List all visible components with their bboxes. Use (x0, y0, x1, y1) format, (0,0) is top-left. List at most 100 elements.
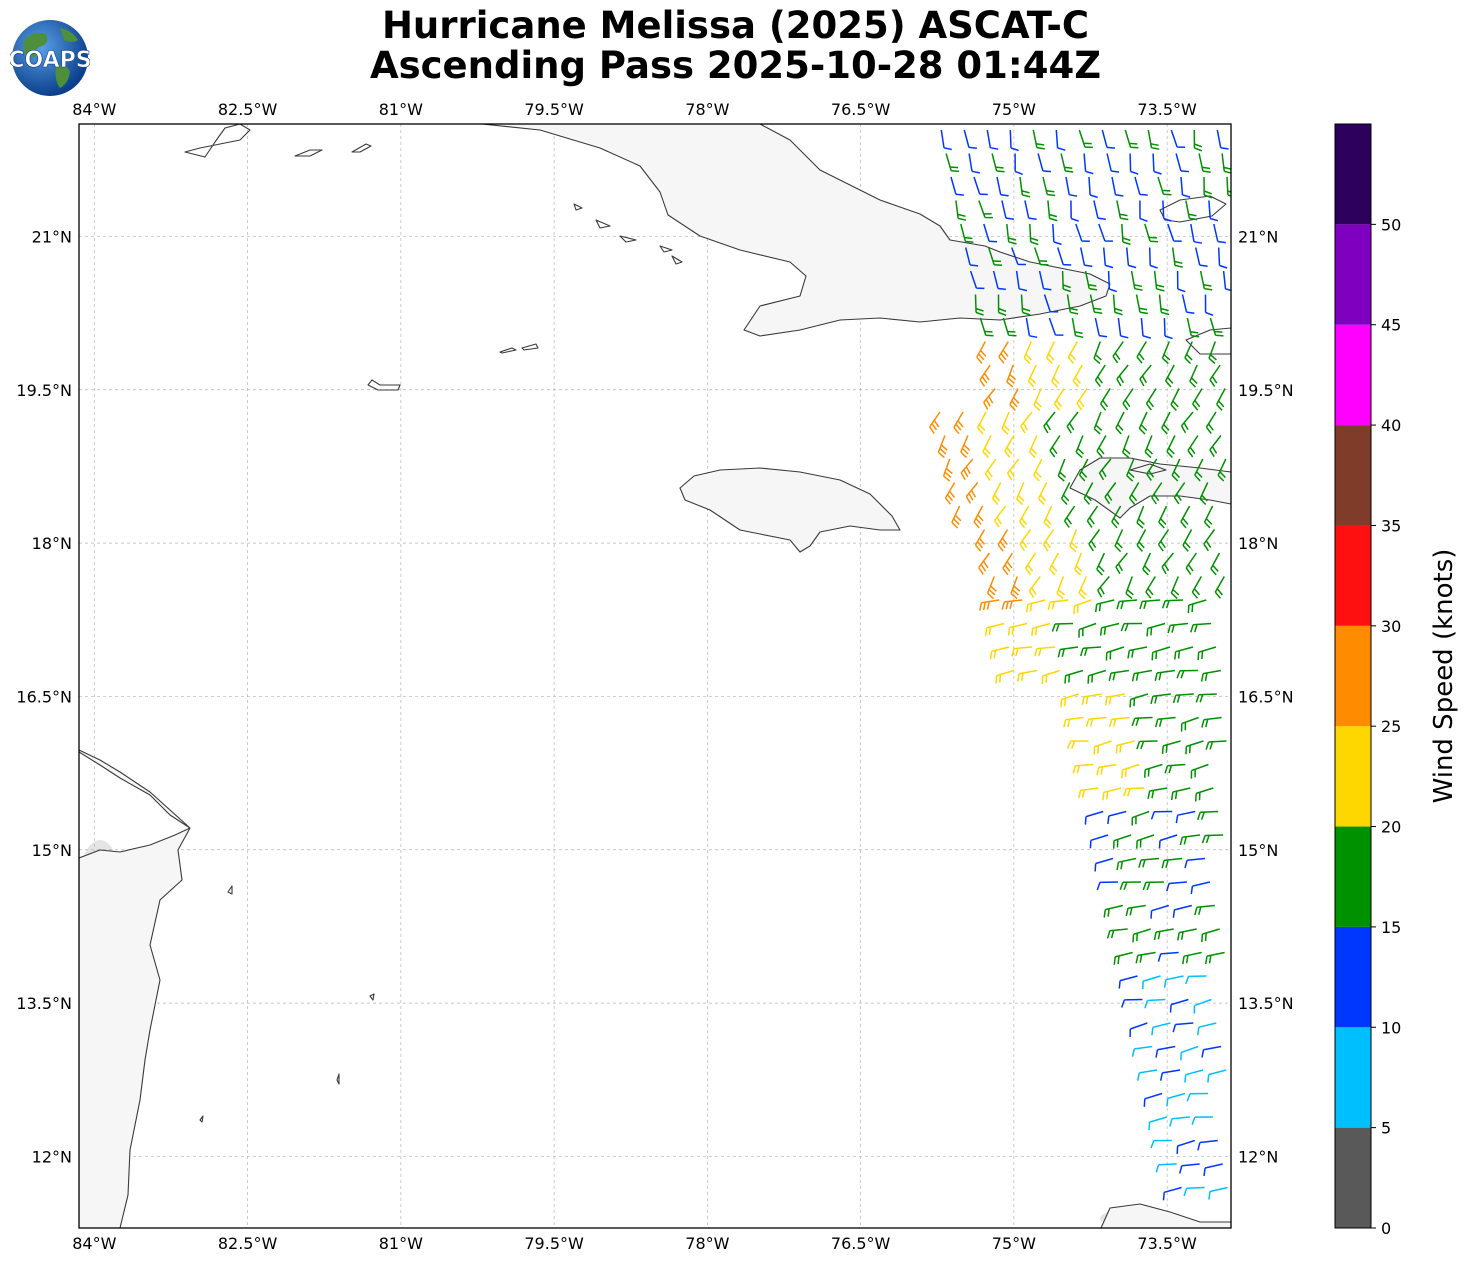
wind-barb (1060, 153, 1074, 173)
wind-barb (1098, 223, 1113, 242)
wind-barb (1150, 1139, 1172, 1149)
wind-barb (1094, 317, 1108, 338)
wind-barb (1176, 1139, 1196, 1154)
wind-barb (1116, 857, 1137, 871)
wind-barb (1004, 435, 1015, 458)
wind-barb (989, 646, 1010, 660)
wind-barb (1096, 881, 1118, 891)
wind-barb (1102, 787, 1122, 801)
lat-ticks-right: 21°N 19.5°N 18°N 16.5°N 15°N 13.5°N 12°N (1238, 227, 1294, 1166)
wind-barb (1205, 411, 1217, 435)
wind-barb (1129, 1022, 1148, 1038)
wind-barb (1216, 129, 1229, 150)
lat-tick-label-right: 12°N (1238, 1147, 1278, 1166)
wind-barb (1172, 1022, 1194, 1033)
wind-barb (1007, 622, 1028, 636)
wind-barb (1150, 904, 1170, 919)
wind-barb (965, 482, 979, 504)
lat-tick-label-left: 18°N (32, 534, 72, 553)
wind-barb (1158, 294, 1170, 316)
wind-barb (1064, 669, 1084, 684)
wind-barb (979, 364, 991, 387)
wind-barb (1151, 482, 1163, 505)
lat-tick-label-right: 18°N (1238, 534, 1278, 553)
wind-barb (1208, 1186, 1228, 1200)
wind-barb (1075, 435, 1085, 459)
wind-barb (1203, 529, 1216, 552)
wind-barb (1179, 834, 1201, 846)
colorbar-bin (1335, 826, 1371, 927)
wind-barb (1075, 223, 1090, 242)
wind-barb (1199, 482, 1209, 506)
wind-barb (1194, 787, 1214, 802)
lon-tick-label-top: 78°W (685, 100, 729, 119)
venezuela-coast (1100, 1203, 1231, 1228)
wind-barb (1154, 716, 1176, 728)
wind-barb (1145, 388, 1157, 411)
wind-barb (1094, 599, 1115, 613)
wind-barb (1194, 247, 1208, 267)
wind-barb (1042, 176, 1056, 197)
lon-tick-label-top: 84°W (72, 100, 116, 119)
wind-barb (974, 529, 986, 552)
wind-barb (929, 411, 941, 434)
wind-barb (1154, 669, 1176, 681)
colorbar-tick-label: 5 (1381, 1119, 1391, 1138)
wind-barb (1093, 411, 1103, 435)
wind-barb (1164, 763, 1186, 774)
wind-barb (1170, 787, 1191, 801)
colorbar-tick-label: 50 (1381, 215, 1401, 234)
wind-barb (1161, 341, 1171, 365)
wind-barb (1163, 317, 1173, 340)
colorbar-tick-label: 0 (1381, 1219, 1391, 1238)
wind-barb (1096, 435, 1107, 458)
wind-barb (1085, 716, 1107, 728)
wind-barb (1200, 669, 1222, 682)
wind-barb (1193, 129, 1203, 152)
wind-barb (1093, 341, 1102, 365)
coaps-logo: COAPS (10, 20, 90, 96)
wind-barb (1051, 364, 1060, 388)
wind-barb (1207, 1069, 1227, 1083)
wind-barb (1203, 176, 1213, 199)
wind-barb (960, 458, 974, 481)
wind-barb (1178, 1163, 1200, 1174)
wind-barb (1060, 482, 1071, 506)
wind-barb (1135, 951, 1156, 964)
wind-barb (1194, 458, 1204, 482)
wind-barb (1033, 458, 1043, 482)
lon-tick-label-top: 76.5°W (831, 100, 891, 119)
wind-barb (1136, 1069, 1158, 1081)
wind-barb (1025, 552, 1037, 576)
wind-barb (1056, 247, 1072, 266)
wind-barb (1184, 857, 1206, 869)
wind-barb (1069, 529, 1078, 553)
wind-barb (1209, 317, 1224, 337)
wind-barb (1114, 529, 1124, 553)
wind-barb (1182, 951, 1202, 965)
lat-tick-label-right: 16.5°N (1238, 687, 1294, 706)
wind-barb (955, 200, 967, 221)
wind-barb (1028, 576, 1041, 599)
wind-barb (1118, 975, 1138, 989)
wind-barb (1043, 294, 1059, 313)
wind-barb (1141, 975, 1161, 990)
wind-barb (986, 129, 999, 150)
wind-barb (1172, 904, 1192, 918)
lon-tick-label-bottom: 81°W (379, 1234, 423, 1253)
wind-barb (995, 669, 1015, 684)
lat-tick-label-right: 13.5°N (1238, 994, 1294, 1013)
wind-barb (1016, 669, 1038, 682)
wind-barb (964, 247, 979, 267)
wind-barb (1192, 388, 1203, 411)
wind-barb (1147, 129, 1160, 150)
colorbar-tick-label: 25 (1381, 717, 1401, 736)
cuba-tail (184, 124, 251, 158)
colorbar-bin (1335, 124, 1371, 225)
wind-barb (1222, 270, 1231, 292)
wind-barb (1020, 294, 1031, 316)
wind-barb (1098, 458, 1112, 481)
wind-barb (1122, 388, 1134, 411)
wind-barb (953, 411, 964, 435)
wind-barb (1010, 247, 1026, 266)
